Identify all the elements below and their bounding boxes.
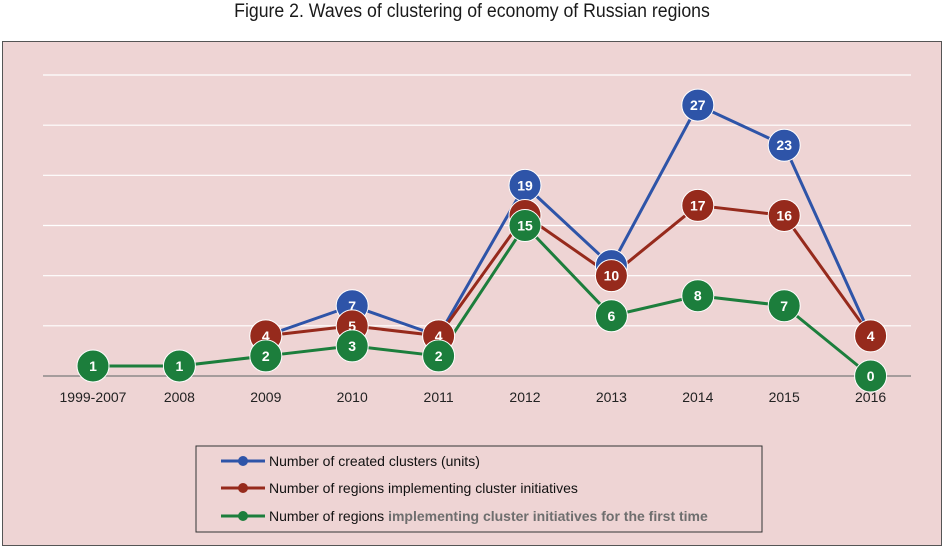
legend-marker-2 (238, 483, 248, 493)
data-point-series-3 (76, 349, 110, 383)
data-label-series-2: 16 (776, 207, 792, 223)
x-tick-label: 2011 (424, 389, 454, 405)
data-label-series-2: 4 (435, 328, 443, 344)
data-point-series-2 (767, 198, 801, 232)
data-label-series-2: 10 (604, 268, 620, 284)
data-point-series-3 (249, 339, 283, 373)
data-point-series-3 (767, 289, 801, 323)
data-point-series-1 (681, 88, 715, 122)
x-tick-label: 2014 (682, 389, 713, 405)
data-label-series-3: 2 (262, 348, 270, 364)
series-group: 47419112723445416101716411232156870 (76, 88, 888, 393)
data-label-series-2: 4 (867, 328, 875, 344)
x-tick-label: 2009 (250, 389, 281, 405)
data-point-series-2 (681, 188, 715, 222)
data-point-series-2 (594, 259, 628, 293)
data-label-series-2: 5 (348, 318, 356, 334)
data-label-series-2: 17 (690, 197, 706, 213)
series-line-3 (93, 224, 872, 378)
data-label-series-1: 23 (776, 137, 792, 153)
data-label-series-3: 6 (608, 308, 616, 324)
data-label-series-3: 7 (780, 298, 788, 314)
data-point-series-3 (594, 299, 628, 333)
data-point-series-3 (508, 209, 542, 242)
data-label-series-3: 8 (694, 288, 702, 304)
data-label-series-3: 0 (867, 368, 875, 384)
x-tick-label: 2012 (509, 389, 540, 405)
line-chart: 1999-2007 2008 2009 2010 2011 2012 2013 2014 201… (43, 74, 911, 533)
data-point-series-3 (681, 279, 715, 313)
legend-box (195, 445, 763, 533)
data-label-series-1: 7 (348, 298, 356, 314)
x-tick-label: 2015 (769, 389, 800, 405)
data-label-series-1: 19 (517, 177, 533, 193)
figure-caption: Figure 2. Waves of clustering of economy… (234, 1, 710, 22)
data-point-series-2 (854, 319, 888, 353)
data-label-series-3: 1 (89, 358, 97, 374)
x-tick-label: 2013 (596, 389, 627, 405)
data-point-series-1 (767, 128, 801, 162)
data-label-series-3: 1 (176, 358, 184, 374)
data-label-series-2: 4 (262, 328, 270, 344)
legend: Number of created clusters (units) Number… (195, 445, 763, 533)
x-tick-label: 2008 (164, 389, 195, 405)
legend-marker-1 (238, 456, 248, 466)
data-label-series-3: 3 (348, 338, 356, 354)
data-label-series-3: 2 (435, 348, 443, 364)
data-label-series-1: 27 (690, 97, 706, 113)
data-point-series-3 (162, 349, 196, 383)
legend-marker-3 (238, 511, 248, 521)
x-tick-label: 2010 (337, 389, 368, 405)
gridlines (43, 74, 911, 327)
data-point-series-3 (335, 329, 369, 363)
data-label-series-3: 15 (517, 218, 533, 234)
data-point-series-3 (422, 339, 456, 373)
x-tick-label: 2016 (855, 389, 886, 405)
legend-label-1: Number of created clusters (units) (269, 453, 480, 469)
x-tick-label: 1999-2007 (60, 389, 127, 405)
legend-label-2: Number of regions implementing cluster i… (269, 480, 578, 496)
data-point-series-3 (854, 359, 888, 393)
legend-label-3: Number of regions implementing cluster i… (269, 508, 708, 524)
chart-area: 1999-2007 2008 2009 2010 2011 2012 2013 2014 201… (2, 41, 942, 546)
